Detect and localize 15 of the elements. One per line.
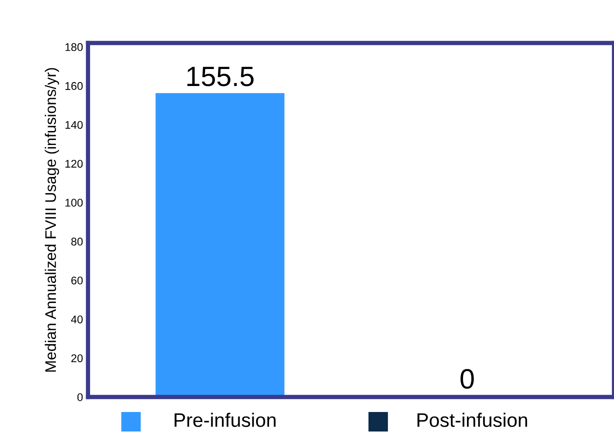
x-tick-label: Post-infusion xyxy=(418,412,528,427)
x-tick-label: Pre-infusion xyxy=(174,412,276,427)
y-axis-title: Median Annualized FVIII Usage (infusions/yr) xyxy=(44,68,60,372)
y-tick-label: 100 xyxy=(65,198,83,207)
y-tick-label: 0 xyxy=(77,393,83,402)
data-label: 0 xyxy=(460,369,474,389)
y-tick-label: 180 xyxy=(65,43,83,52)
data-label: 155.5 xyxy=(187,66,254,86)
y-tick-label: 140 xyxy=(65,120,83,129)
y-tick-label: 120 xyxy=(65,160,83,168)
y-tick-label: 20 xyxy=(71,354,83,362)
y-tick-label: 60 xyxy=(71,276,83,284)
y-tick-label: 80 xyxy=(71,238,83,246)
y-tick-label: 40 xyxy=(71,315,83,324)
y-tick-label: 160 xyxy=(65,82,83,90)
